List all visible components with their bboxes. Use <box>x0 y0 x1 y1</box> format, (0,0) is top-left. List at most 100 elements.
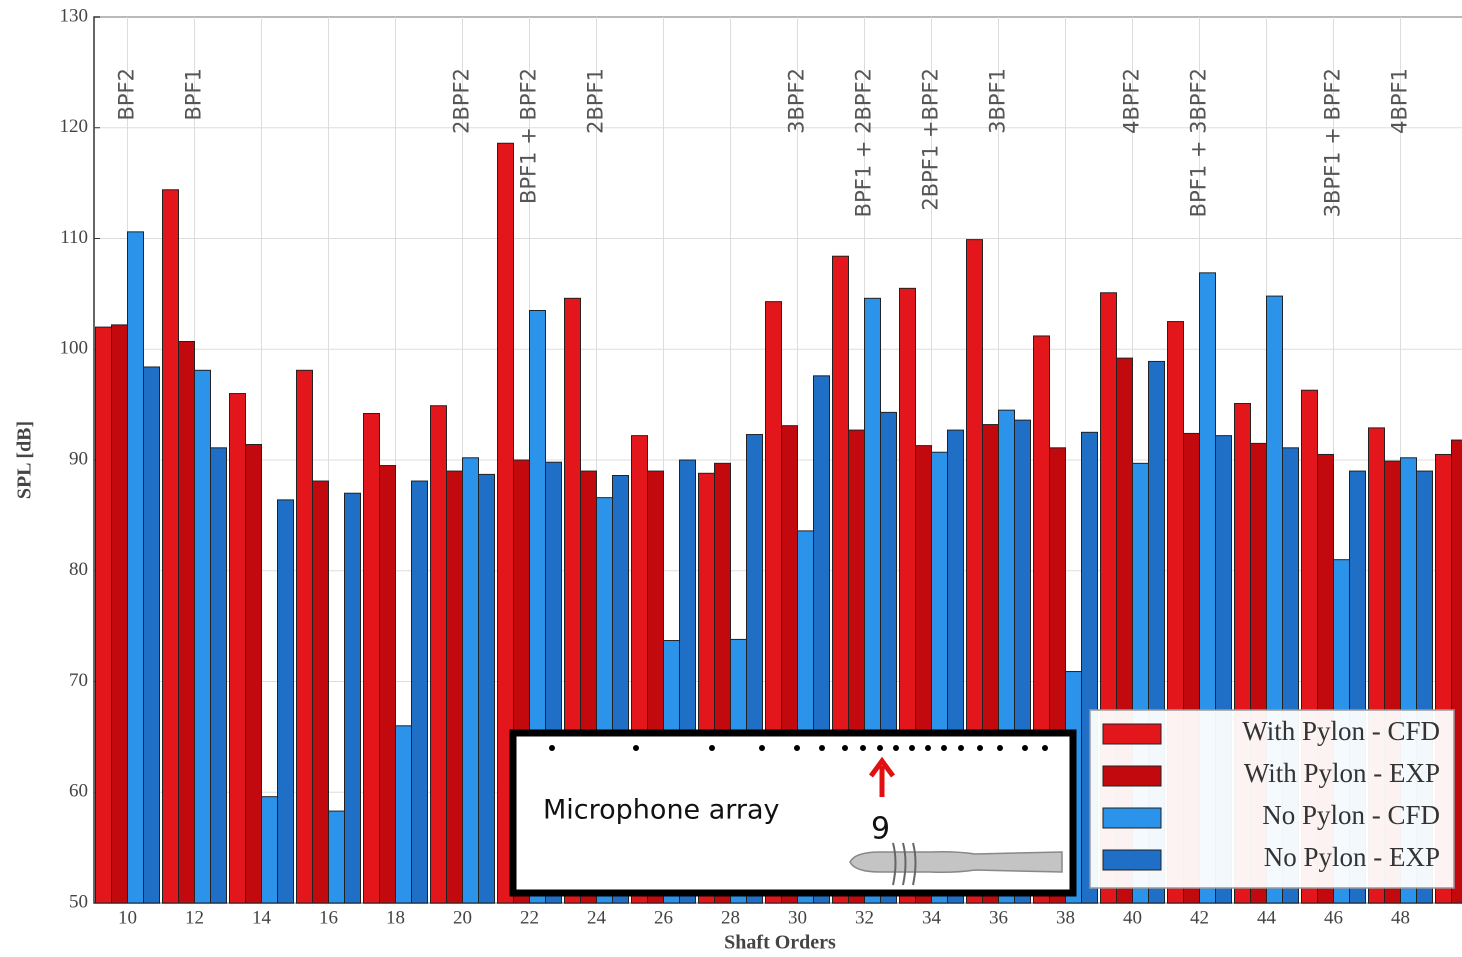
inset-marker: 9 <box>871 812 890 847</box>
bar <box>328 810 345 904</box>
x-tick-label: 14 <box>252 907 272 928</box>
x-tick-label: 30 <box>788 907 807 928</box>
x-tick-label: 48 <box>1391 907 1410 928</box>
annotation: 2BPF1 +BPF2 <box>919 68 943 211</box>
bar <box>430 405 447 904</box>
x-tick-label: 10 <box>118 907 137 928</box>
bar <box>363 412 380 904</box>
x-tick-label: 18 <box>386 907 405 928</box>
annotation: BPF1 + 2BPF2 <box>852 68 876 217</box>
annotation: BPF1 + 3BPF2 <box>1187 68 1211 217</box>
microphone-dot <box>842 745 848 751</box>
x-tick-label: 12 <box>185 907 204 928</box>
annotation: BPF1 <box>182 68 206 121</box>
bar <box>194 369 211 904</box>
y-tick-label: 80 <box>69 559 88 580</box>
legend-swatch <box>1102 807 1162 829</box>
annotation: BPF2 <box>115 68 139 121</box>
legend-swatch <box>1102 765 1162 787</box>
microphone-dot <box>997 745 1003 751</box>
bar <box>229 393 246 904</box>
inset: Microphone array 9 <box>509 729 1077 897</box>
annotation: 2BPF2 <box>450 68 474 134</box>
legend-label: No Pylon - EXP <box>1264 842 1440 872</box>
bar <box>446 470 463 904</box>
x-tick-label: 16 <box>319 907 338 928</box>
legend-label: With Pylon - CFD <box>1242 716 1440 746</box>
y-tick-label: 120 <box>60 116 89 137</box>
bar <box>245 443 262 904</box>
bar <box>261 796 278 904</box>
annotation: 4BPF1 <box>1388 68 1412 134</box>
y-tick-label: 110 <box>60 227 88 248</box>
bar <box>312 480 329 904</box>
microphone-dot <box>877 745 883 751</box>
y-tick-label: 90 <box>69 448 88 469</box>
bar <box>344 492 361 904</box>
microphone-dot <box>925 745 931 751</box>
y-tick-label: 50 <box>69 891 88 912</box>
propellers <box>892 842 917 886</box>
inset-label: Microphone array <box>543 795 780 826</box>
bar <box>210 447 227 904</box>
legend-label: With Pylon - EXP <box>1244 758 1440 788</box>
bar <box>296 369 313 904</box>
x-tick-label: 24 <box>587 907 607 928</box>
x-tick-label: 32 <box>855 907 874 928</box>
microphone-dot <box>977 745 983 751</box>
legend-swatch <box>1102 849 1162 871</box>
bar <box>462 457 479 904</box>
microphone-dot <box>909 745 915 751</box>
x-axis-label: Shaft Orders <box>724 932 836 954</box>
microphone-dot <box>860 745 866 751</box>
bar <box>178 340 195 904</box>
microphone-dot <box>893 745 899 751</box>
microphone-dot <box>759 745 765 751</box>
x-tick-label: 34 <box>922 907 942 928</box>
legend-swatch <box>1102 723 1162 745</box>
microphone-dot <box>819 745 825 751</box>
x-tick-label: 42 <box>1190 907 1209 928</box>
y-axis-label: SPL [dB] <box>14 421 36 499</box>
microphone-dot <box>709 745 715 751</box>
bar <box>143 366 160 904</box>
bar <box>162 189 179 904</box>
bar <box>411 480 428 904</box>
annotation: 2BPF1 <box>584 68 608 134</box>
x-tick-label: 36 <box>989 907 1008 928</box>
bar <box>111 324 128 904</box>
legend-label: No Pylon - CFD <box>1262 800 1440 830</box>
bar <box>95 326 112 904</box>
bar <box>395 725 412 904</box>
y-tick-label: 60 <box>69 781 88 802</box>
x-tick-label: 20 <box>453 907 472 928</box>
microphone-dot <box>941 745 947 751</box>
x-tick-label: 40 <box>1123 907 1142 928</box>
x-tick-label: 44 <box>1257 907 1277 928</box>
microphone-dot <box>958 745 964 751</box>
microphone-dot <box>794 745 800 751</box>
x-tick-label: 22 <box>520 907 539 928</box>
bar <box>1451 439 1462 904</box>
bar <box>127 231 144 904</box>
annotation: BPF1 + BPF2 <box>517 68 541 204</box>
bar <box>379 465 396 904</box>
arrow-head <box>868 756 896 778</box>
microphone-dot <box>633 745 639 751</box>
bar <box>478 473 495 904</box>
x-tick-label: 38 <box>1056 907 1075 928</box>
annotation: 4BPF2 <box>1120 68 1144 134</box>
bar <box>277 499 294 904</box>
y-tick-label: 70 <box>69 670 88 691</box>
microphone-dot <box>549 745 555 751</box>
x-tick-label: 28 <box>721 907 740 928</box>
annotation: 3BPF1 <box>986 68 1010 134</box>
x-tick-label: 26 <box>654 907 673 928</box>
aircraft <box>849 851 1063 873</box>
microphone-dots <box>549 745 1048 751</box>
annotation: 3BPF1 + BPF2 <box>1321 68 1345 217</box>
annotation: 3BPF2 <box>785 68 809 134</box>
y-tick-label: 100 <box>60 338 89 359</box>
